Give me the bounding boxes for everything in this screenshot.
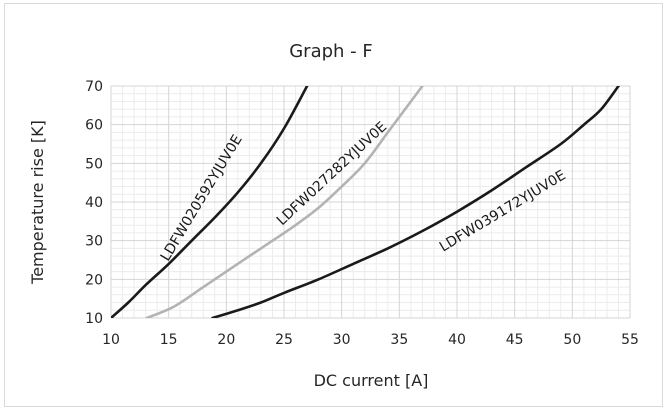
y-tick-label: 30 [85,234,103,250]
chart-title: Graph - F [289,41,373,62]
y-tick-label: 60 [85,118,103,134]
x-tick-label: 20 [217,332,235,348]
series-line-1 [111,86,309,318]
chart-grid [110,85,631,319]
series-line-2 [145,86,424,318]
y-tick-label: 20 [85,272,103,288]
series-label-2: LDFW027282YJUV0E [274,119,390,229]
x-tick-label: 50 [563,332,581,348]
x-tick-label: 40 [448,332,466,348]
chart-svg: Graph - F 10 15 20 25 30 35 40 45 50 55 10 20 30 40 50… [28,41,639,390]
chart-frame: Graph - F 10 15 20 25 30 35 40 45 50 55 10 20 30 40 50… [4,3,663,407]
chart-series-labels: LDFW020592YJUV0E LDFW027282YJUV0E LDFW0391… [158,119,569,264]
y-axis-label: Temperature rise [K] [28,120,47,285]
x-tick-label: 25 [275,332,293,348]
x-tick-label: 45 [506,332,524,348]
y-tick-label: 70 [85,79,103,95]
x-tick-label: 10 [102,332,120,348]
chart-axes: 10 15 20 25 30 35 40 45 50 55 10 20 30 40 50 60 70 [85,79,639,348]
x-tick-label: 35 [390,332,408,348]
x-axis-label: DC current [A] [314,371,429,390]
x-tick-label: 55 [621,332,639,348]
x-tick-label: 15 [160,332,178,348]
y-tick-label: 50 [85,156,103,172]
x-tick-label: 30 [333,332,351,348]
y-tick-label: 40 [85,195,103,211]
chart-series [111,86,620,318]
y-tick-label: 10 [85,311,103,327]
series-line-3 [211,86,620,318]
